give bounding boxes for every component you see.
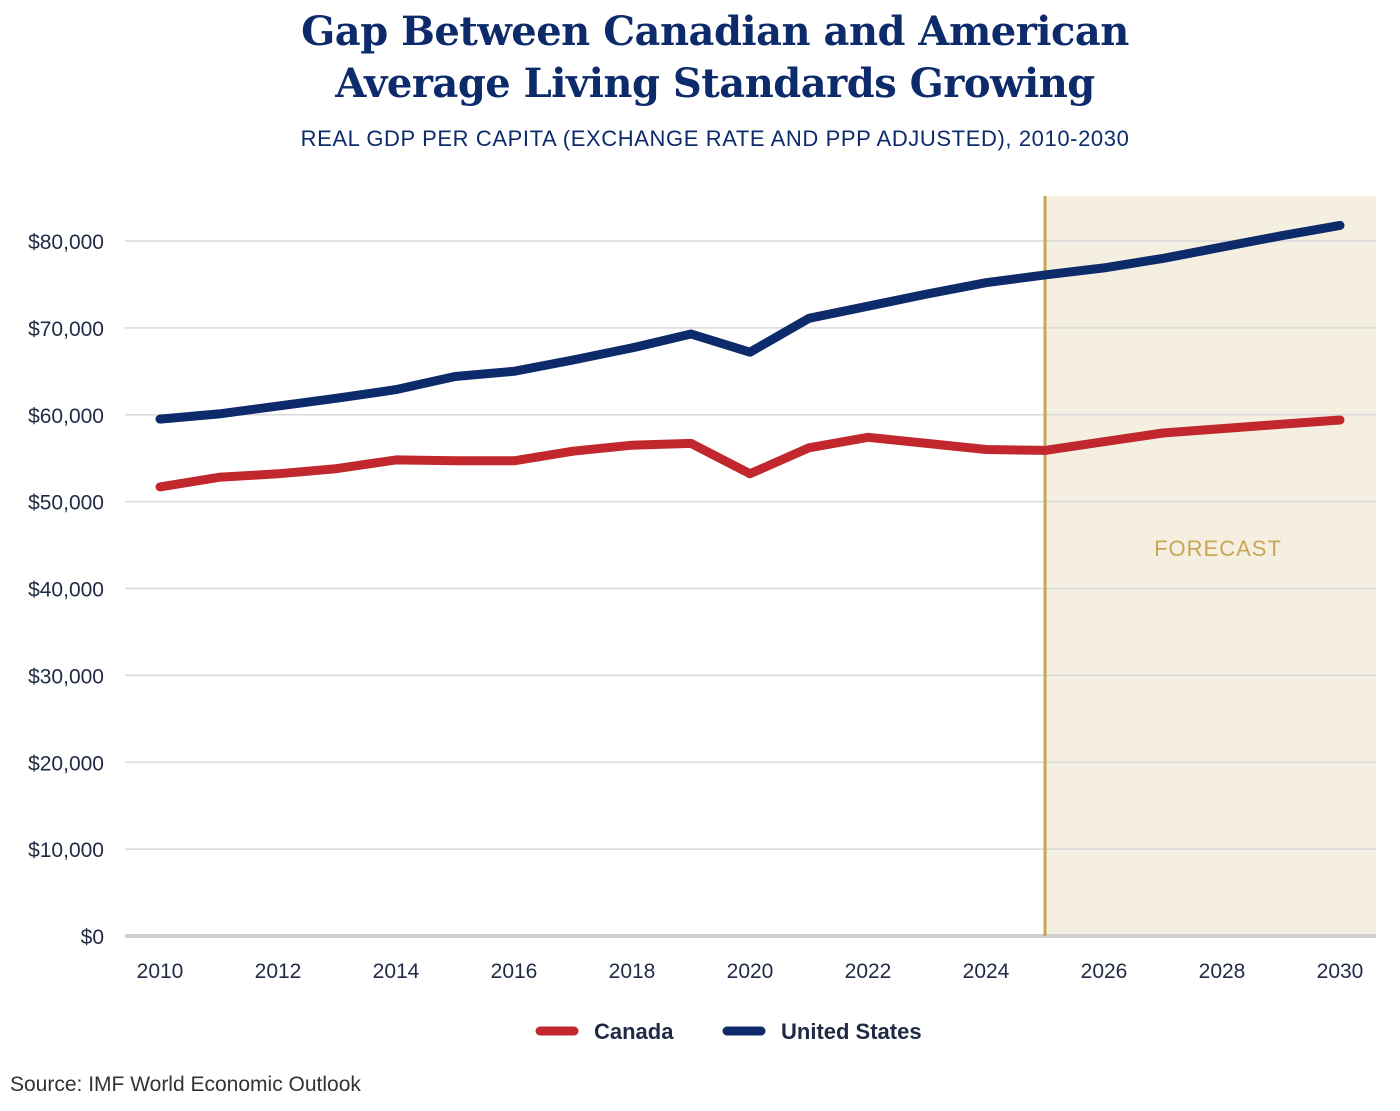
source-note: Source: IMF World Economic Outlook xyxy=(10,1073,361,1096)
chart-title-line-2: Average Living Standards Growing xyxy=(335,60,1095,107)
legend-label-united-states: United States xyxy=(781,1019,922,1044)
y-tick-label: $80,000 xyxy=(28,231,104,254)
x-tick-label: 2016 xyxy=(491,960,538,983)
chart-title-line-1: Gap Between Canadian and American xyxy=(301,8,1129,55)
x-tick-label: 2022 xyxy=(845,960,892,983)
chart-subtitle: REAL GDP PER CAPITA (EXCHANGE RATE AND P… xyxy=(300,126,1130,151)
x-tick-label: 2012 xyxy=(255,960,302,983)
x-tick-label: 2024 xyxy=(963,960,1010,983)
x-tick-label: 2014 xyxy=(373,960,420,983)
y-tick-label: $10,000 xyxy=(28,839,104,862)
series-line-canada xyxy=(155,415,1345,492)
y-tick-label: $20,000 xyxy=(28,752,104,775)
y-tick-label: $0 xyxy=(81,926,104,949)
forecast-region xyxy=(1045,196,1376,936)
y-tick-label: $30,000 xyxy=(28,665,104,688)
y-tick-label: $60,000 xyxy=(28,405,104,428)
legend-label-canada: Canada xyxy=(594,1019,674,1044)
chart-title: Gap Between Canadian and American Averag… xyxy=(0,6,1400,110)
y-tick-label: $70,000 xyxy=(28,318,104,341)
x-tick-label: 2018 xyxy=(609,960,656,983)
forecast-label: FORECAST xyxy=(1154,536,1282,561)
x-tick-label: 2030 xyxy=(1317,960,1364,983)
y-tick-label: $40,000 xyxy=(28,579,104,602)
series-line-united-states xyxy=(155,220,1345,424)
y-tick-label: $50,000 xyxy=(28,492,104,515)
x-tick-label: 2028 xyxy=(1199,960,1246,983)
x-tick-label: 2010 xyxy=(137,960,184,983)
x-tick-label: 2020 xyxy=(727,960,774,983)
x-tick-label: 2026 xyxy=(1081,960,1128,983)
